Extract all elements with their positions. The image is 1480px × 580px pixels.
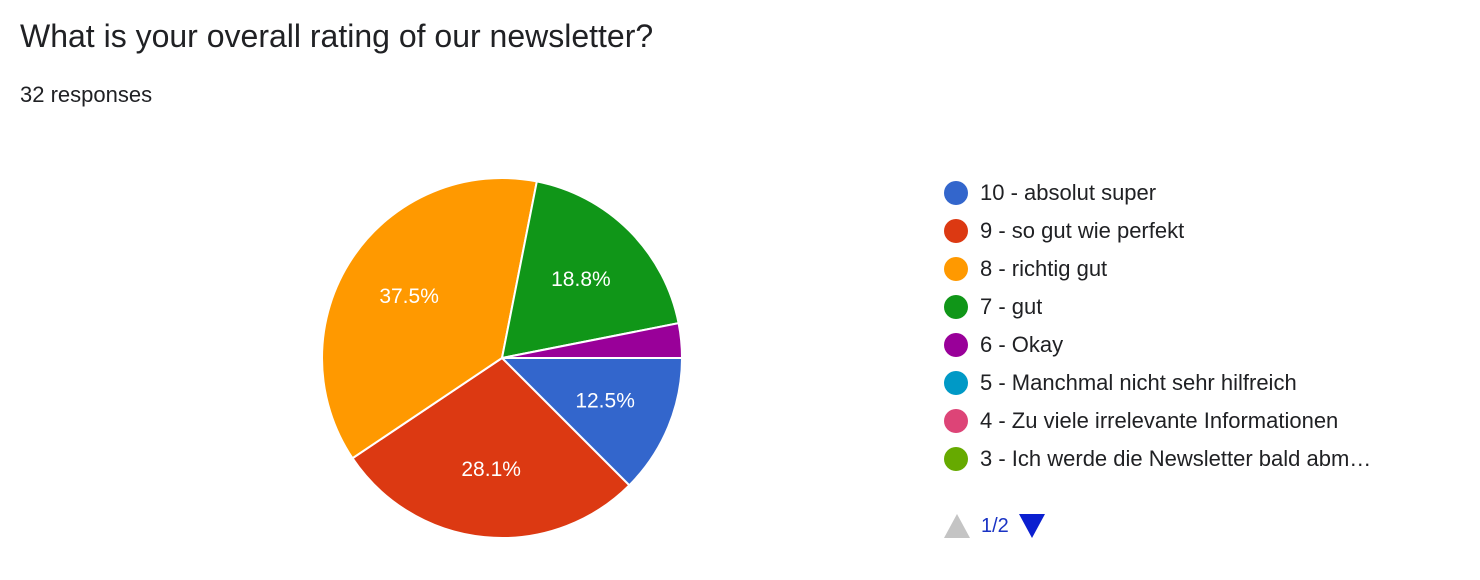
legend-label: 6 - Okay — [980, 332, 1064, 357]
pie-slice-label-0: 12.5% — [575, 390, 635, 413]
triangle-up-icon[interactable] — [944, 514, 970, 538]
pie-slice-1[interactable] — [351, 356, 631, 539]
legend: 10 - absolut super 9 - so gut wie perfekt… — [944, 174, 1371, 478]
pie-slice-label-3: 18.8% — [551, 268, 611, 291]
legend-pager: 1/2 — [944, 512, 1045, 540]
legend-swatch-icon — [944, 409, 968, 433]
legend-item[interactable]: 10 - absolut super — [944, 174, 1371, 212]
legend-label: 4 - Zu viele irrelevante Informationen — [980, 408, 1339, 433]
triangle-down-icon[interactable] — [1018, 514, 1045, 538]
legend-label: 9 - so gut wie perfekt — [980, 218, 1185, 243]
pie-slice-4[interactable] — [501, 321, 684, 359]
legend-label: 5 - Manchmal nicht sehr hilfreich — [980, 370, 1297, 395]
legend-item[interactable]: 4 - Zu viele irrelevante Informationen — [944, 402, 1371, 440]
legend-swatch-icon — [944, 257, 968, 281]
legend-swatch-icon — [944, 219, 968, 243]
response-count: 32 responses — [20, 82, 153, 107]
legend-swatch-icon — [944, 295, 968, 319]
legend-item[interactable]: 3 - Ich werde die Newsletter bald abm… — [944, 440, 1371, 478]
legend-item[interactable]: 9 - so gut wie perfekt — [944, 212, 1371, 250]
pie-slice-label-2: 37.5% — [379, 285, 439, 308]
pie-slice-3[interactable] — [500, 180, 680, 360]
pager-page-indicator: 1/2 — [981, 514, 1009, 537]
legend-swatch-icon — [944, 333, 968, 357]
legend-item[interactable]: 7 - gut — [944, 288, 1371, 326]
pie-slice-0[interactable] — [499, 357, 684, 487]
legend-label: 10 - absolut super — [980, 180, 1157, 205]
legend-swatch-icon — [944, 371, 968, 395]
legend-label: 8 - richtig gut — [980, 256, 1108, 281]
legend-swatch-icon — [944, 447, 968, 471]
legend-item[interactable]: 6 - Okay — [944, 326, 1371, 364]
pie-slice-2[interactable] — [321, 177, 539, 460]
legend-label: 7 - gut — [980, 294, 1043, 319]
legend-label: 3 - Ich werde die Newsletter bald abm… — [980, 446, 1372, 471]
pie-slice-label-1: 28.1% — [461, 458, 521, 481]
chart-title: What is your overall rating of our newsl… — [20, 18, 654, 54]
legend-item[interactable]: 8 - richtig gut — [944, 250, 1371, 288]
legend-swatch-icon — [944, 181, 968, 205]
legend-item[interactable]: 5 - Manchmal nicht sehr hilfreich — [944, 364, 1371, 402]
